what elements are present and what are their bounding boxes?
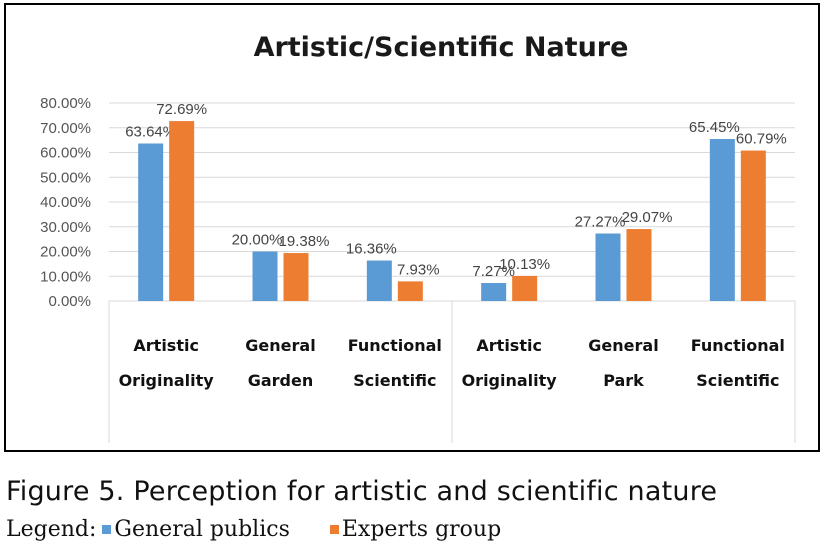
- bar-general-publics: [366, 260, 392, 301]
- legend-prefix: Legend:: [6, 517, 97, 542]
- data-label: 16.36%: [346, 241, 397, 258]
- y-tick-label: 70.00%: [40, 120, 91, 137]
- bar-general-publics: [481, 283, 507, 301]
- legend: Legend: General publics Experts group: [6, 517, 501, 542]
- chart-svg: Artistic/Scientific Nature 0.00% 10.00% 20.…: [40, 32, 796, 443]
- legend-swatch-general-publics: [102, 525, 112, 534]
- chart-title: Artistic/Scientific Nature: [254, 32, 629, 63]
- category-label: Artistic: [476, 336, 542, 355]
- data-label: 63.64%: [125, 123, 176, 140]
- bar-experts-group: [626, 229, 652, 301]
- y-tick-label: 0.00%: [48, 293, 91, 310]
- category-label: Garden: [248, 371, 314, 390]
- bar-general-publics: [252, 251, 278, 301]
- category-label: Originality: [462, 371, 558, 390]
- data-label: 10.13%: [499, 256, 550, 273]
- data-label: 27.27%: [575, 214, 626, 231]
- data-label: 60.79%: [736, 131, 787, 148]
- category-label: Functional: [691, 336, 785, 355]
- bar-general-publics: [709, 139, 735, 301]
- legend-label-experts-group: Experts group: [341, 517, 502, 542]
- category-label: Functional: [348, 336, 442, 355]
- y-tick-label: 30.00%: [40, 219, 91, 236]
- category-label: General: [588, 336, 658, 355]
- category-label: General: [245, 336, 315, 355]
- data-label: 65.45%: [689, 119, 740, 136]
- category-label: Originality: [119, 371, 215, 390]
- bar-experts-group: [397, 281, 423, 301]
- data-label: 19.38%: [279, 233, 330, 250]
- figure-caption: Figure 5. Perception for artistic and sc…: [6, 476, 718, 507]
- data-label: 7.27%: [472, 263, 515, 280]
- data-label: 7.93%: [397, 261, 440, 278]
- legend-swatch-experts-group: [329, 525, 339, 534]
- bar-experts-group: [512, 275, 538, 301]
- bar-experts-group: [283, 253, 309, 301]
- category-label: Scientific: [353, 371, 436, 390]
- category-label: Scientific: [696, 371, 779, 390]
- legend-label-general-publics: General publics: [114, 517, 290, 542]
- bar-experts-group: [169, 121, 195, 301]
- y-tick-label: 20.00%: [40, 244, 91, 261]
- category-label: Artistic: [133, 336, 199, 355]
- data-label: 72.69%: [156, 101, 207, 118]
- bar-general-publics: [138, 143, 164, 301]
- category-label: Park: [603, 371, 644, 390]
- y-tick-label: 50.00%: [40, 169, 91, 186]
- y-tick-label: 80.00%: [40, 95, 91, 112]
- y-tick-label: 60.00%: [40, 145, 91, 162]
- y-tick-label: 40.00%: [40, 194, 91, 211]
- chart-frame: Artistic/Scientific Nature 0.00% 10.00% 20.…: [4, 3, 820, 452]
- bar-general-publics: [595, 233, 621, 301]
- y-tick-label: 10.00%: [40, 268, 91, 285]
- data-label: 29.07%: [622, 209, 673, 226]
- data-label: 20.00%: [232, 232, 283, 249]
- bar-experts-group: [740, 150, 766, 301]
